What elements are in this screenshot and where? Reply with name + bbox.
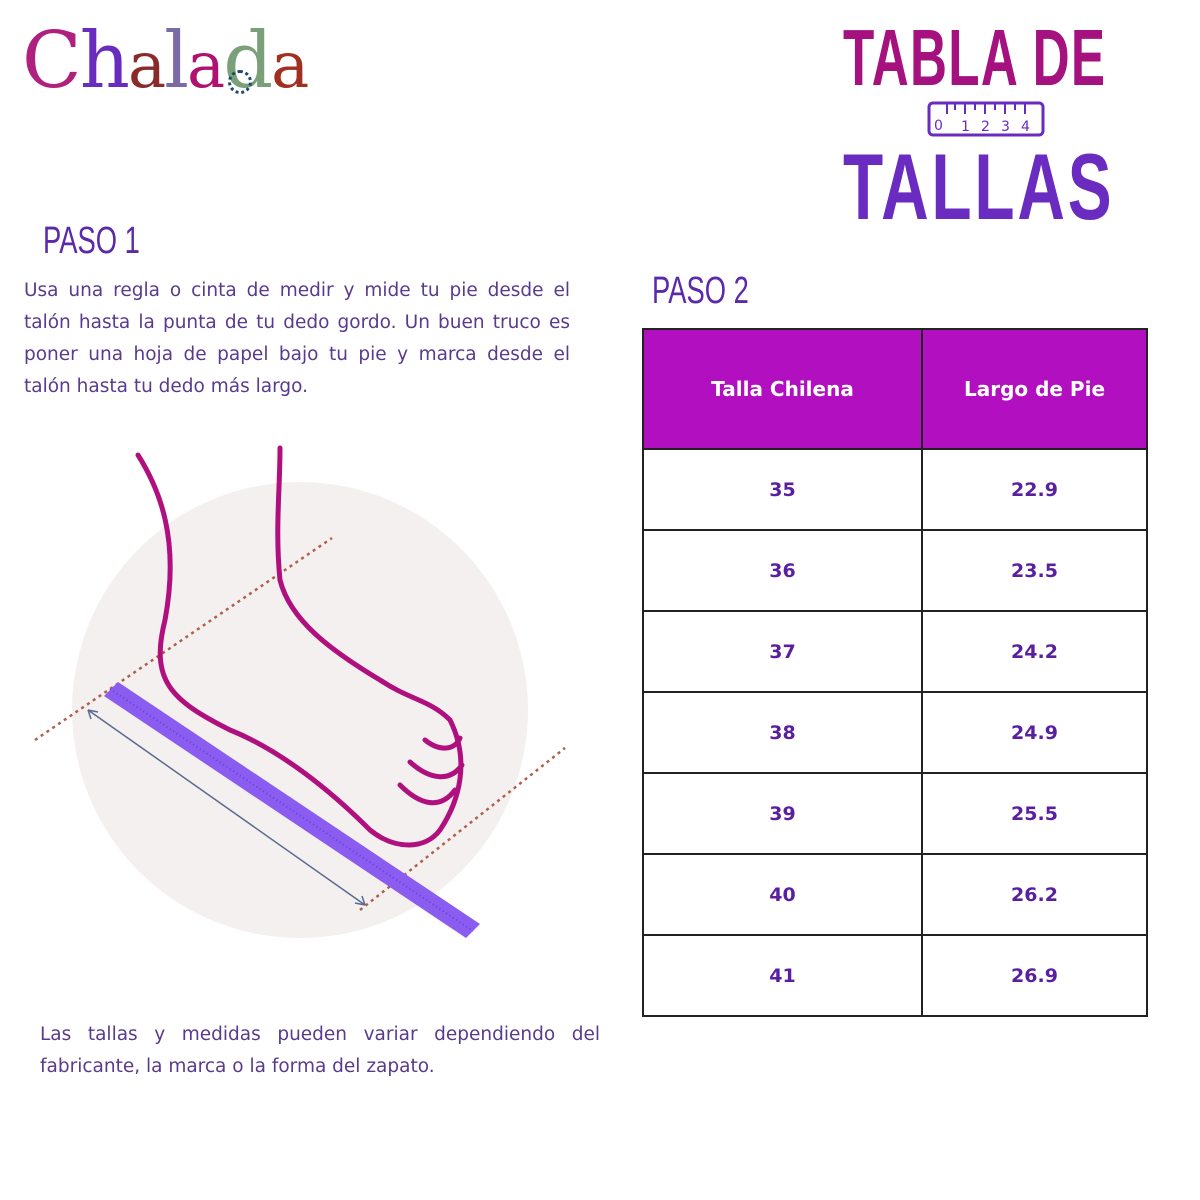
size-cell: 35 [642, 448, 923, 531]
ruler-number: 3 [1001, 119, 1010, 135]
ruler-graphic [104, 682, 480, 938]
size-cell: 38 [642, 691, 923, 774]
foot-outline [135, 445, 464, 848]
length-cell: 25.5 [921, 772, 1148, 855]
title-line1: TABLA DE [843, 13, 1107, 102]
length-cell: 24.9 [921, 691, 1148, 774]
ruler-number: 2 [981, 119, 990, 135]
length-cell: 26.2 [921, 853, 1148, 936]
size-cell: 37 [642, 610, 923, 693]
size-table: Talla Chilena Largo de Pie 35 22.9 36 23.5… [642, 328, 1148, 1017]
table-row: 39 25.5 [642, 772, 1148, 855]
sizing-note: Las tallas y medidas pueden variar depen… [40, 1024, 600, 1077]
ruler-icon: 0 1 2 3 4 [927, 101, 1045, 137]
ruler-number: 4 [1021, 119, 1030, 135]
size-cell: 36 [642, 529, 923, 612]
length-cell: 24.2 [921, 610, 1148, 693]
table-row: 38 24.9 [642, 691, 1148, 774]
table-row: 35 22.9 [642, 448, 1148, 531]
size-cell: 41 [642, 934, 923, 1017]
title-line2: TALLAS [843, 134, 1115, 239]
ruler-number: 1 [961, 119, 970, 135]
measure-arrow [87, 709, 366, 906]
ruler-number: 0 [934, 118, 943, 134]
table-header-row: Talla Chilena Largo de Pie [642, 328, 1148, 450]
length-cell: 26.9 [921, 934, 1148, 1017]
step1-instructions: Usa una regla o cinta de medir y mide tu… [24, 280, 570, 397]
foot-measure-illustration [34, 445, 566, 938]
table-row: 40 26.2 [642, 853, 1148, 936]
header-largo-de-pie: Largo de Pie [921, 328, 1148, 450]
background-circle [72, 482, 528, 938]
length-cell: 23.5 [921, 529, 1148, 612]
size-cell: 40 [642, 853, 923, 936]
chalada-logo: Chalad a [22, 16, 309, 106]
header-talla-chilena: Talla Chilena [642, 328, 923, 450]
table-row: 36 23.5 [642, 529, 1148, 612]
step2-heading: PASO 2 [652, 270, 749, 312]
length-cell: 22.9 [921, 448, 1148, 531]
table-row: 37 24.2 [642, 610, 1148, 693]
step1-heading: PASO 1 [43, 220, 140, 262]
table-row: 41 26.9 [642, 934, 1148, 1017]
size-cell: 39 [642, 772, 923, 855]
